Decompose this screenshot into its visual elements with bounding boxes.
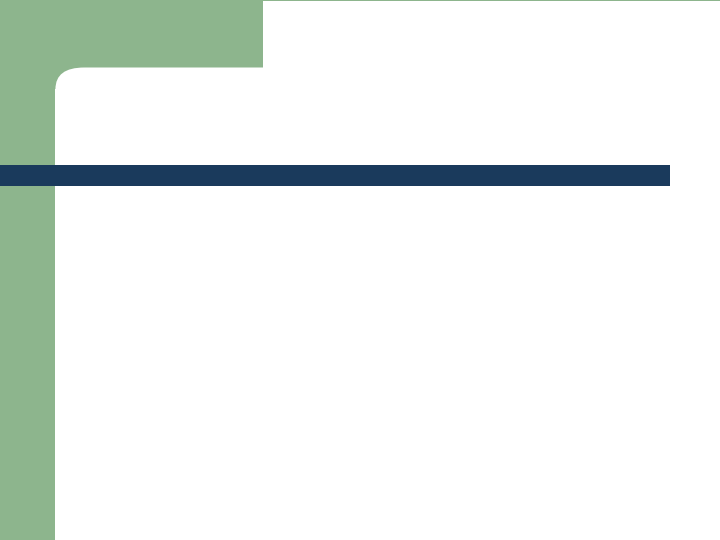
Text: –  a = annual rent: – a = annual rent	[126, 293, 338, 317]
Text: V=a/r: V=a/r	[97, 254, 173, 280]
Text: V = 200/.06 = $3333.33: V = 200/.06 = $3333.33	[97, 367, 438, 395]
Text: year: year	[97, 222, 156, 248]
Text: Agricultural use, average $200 rent/acre per: Agricultural use, average $200 rent/acre…	[97, 199, 686, 225]
Text: ●: ●	[66, 255, 86, 279]
Text: –  r = discount rate: – r = discount rate	[126, 326, 354, 349]
Text: ●: ●	[66, 207, 86, 231]
Text: Capitalization of rents into value:: Capitalization of rents into value:	[72, 91, 703, 125]
